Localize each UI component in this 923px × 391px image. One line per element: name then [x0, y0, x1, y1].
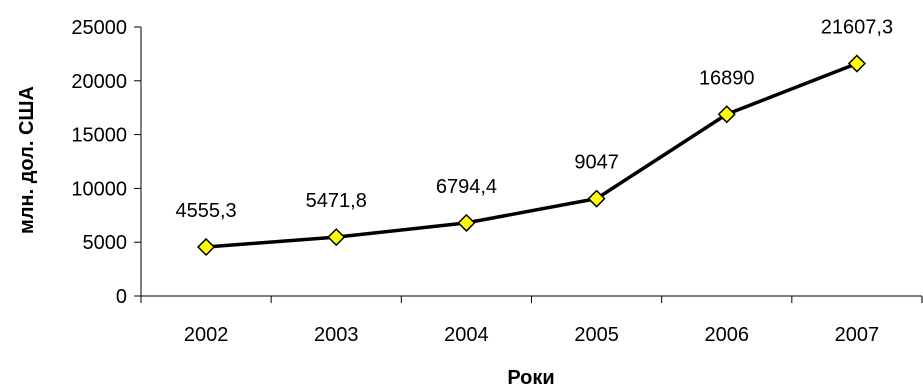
x-tick-label: 2005	[574, 324, 619, 346]
series-line	[205, 61, 858, 249]
data-point-marker	[847, 54, 866, 73]
y-tick-label: 25000	[71, 17, 127, 39]
labels-layer: 4555,3 5471,8 6794,4 9047 16890 21607,3	[175, 17, 893, 222]
y-tick-label: 15000	[71, 125, 127, 147]
y-axis-title: млн. дол. США	[16, 86, 38, 234]
x-tick-label: 2003	[314, 324, 359, 346]
x-tick-label: 2002	[184, 324, 229, 346]
data-label: 9047	[574, 152, 619, 174]
y-tick-label: 20000	[71, 71, 127, 93]
data-label: 4555,3	[175, 200, 236, 222]
x-tick-label: 2007	[835, 324, 880, 346]
axes: 0 5000 10000 15000 20000 25000 2002 2003 2004 200…	[71, 17, 923, 346]
data-label: 16890	[699, 67, 755, 89]
x-tick-label: 2004	[444, 324, 489, 346]
x-tick-label: 2006	[705, 324, 750, 346]
x-axis-title: Роки	[507, 367, 554, 389]
y-tick-label: 10000	[71, 178, 127, 200]
series-layer	[197, 54, 866, 257]
data-label: 5471,8	[306, 190, 367, 212]
data-label: 21607,3	[821, 17, 893, 39]
data-point-marker	[587, 189, 606, 208]
y-tick-label: 5000	[83, 232, 128, 254]
data-point-marker	[197, 237, 216, 257]
data-label: 6794,4	[436, 176, 497, 198]
data-point-marker	[457, 213, 476, 232]
data-point-marker	[327, 228, 346, 247]
y-tick-label: 0	[116, 286, 127, 308]
data-point-marker	[717, 105, 736, 124]
